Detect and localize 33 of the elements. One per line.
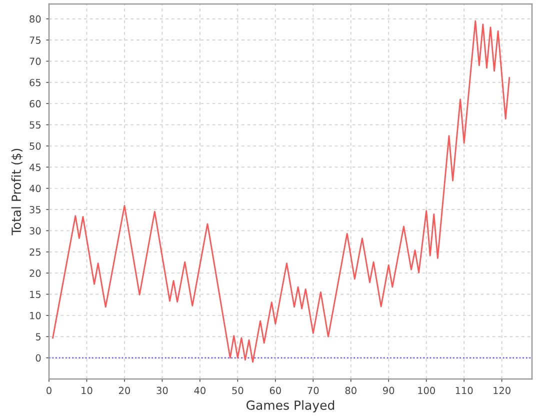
y-tick-label: 30 [30, 227, 41, 235]
y-tick-label: 45 [29, 164, 41, 171]
x-tick-label: 70 [308, 386, 319, 394]
x-tick-label: 40 [194, 386, 206, 394]
y-tick-label: 60 [30, 100, 41, 108]
x-tick-label: 80 [345, 386, 356, 394]
x-tick-label: 10 [82, 386, 92, 394]
x-tick-label: 110 [456, 386, 473, 394]
y-tick-label: 75 [30, 36, 41, 44]
y-tick-label: 55 [30, 121, 41, 129]
x-tick-label: 100 [418, 386, 435, 394]
y-tick-label: 25 [30, 248, 41, 256]
y-tick-label: 70 [30, 58, 41, 66]
y-tick-label: 50 [30, 142, 41, 150]
y-tick-label: 0 [36, 354, 41, 362]
y-tick-label: 10 [30, 312, 41, 320]
y-tick-label: 5 [36, 333, 41, 340]
y-axis-title: Total Profit ($) [11, 148, 23, 236]
x-tick-label: 50 [232, 386, 244, 394]
y-tick-label: 20 [30, 270, 41, 277]
x-axis-title: Games Played [246, 400, 334, 412]
y-tick-label: 15 [30, 290, 41, 298]
x-tick-label: 60 [270, 386, 281, 394]
x-tick-label: 90 [383, 386, 394, 394]
x-tick-label: 120 [494, 386, 510, 394]
x-tick-label: 30 [156, 386, 168, 394]
y-tick-label: 65 [30, 78, 41, 86]
line-series [52, 20, 510, 363]
y-tick-label: 35 [30, 206, 41, 214]
y-tick-label: 40 [29, 184, 41, 192]
x-tick-label: 20 [118, 386, 130, 394]
x-tick-label: 0 [46, 386, 52, 394]
y-tick-label: 80 [30, 15, 41, 23]
